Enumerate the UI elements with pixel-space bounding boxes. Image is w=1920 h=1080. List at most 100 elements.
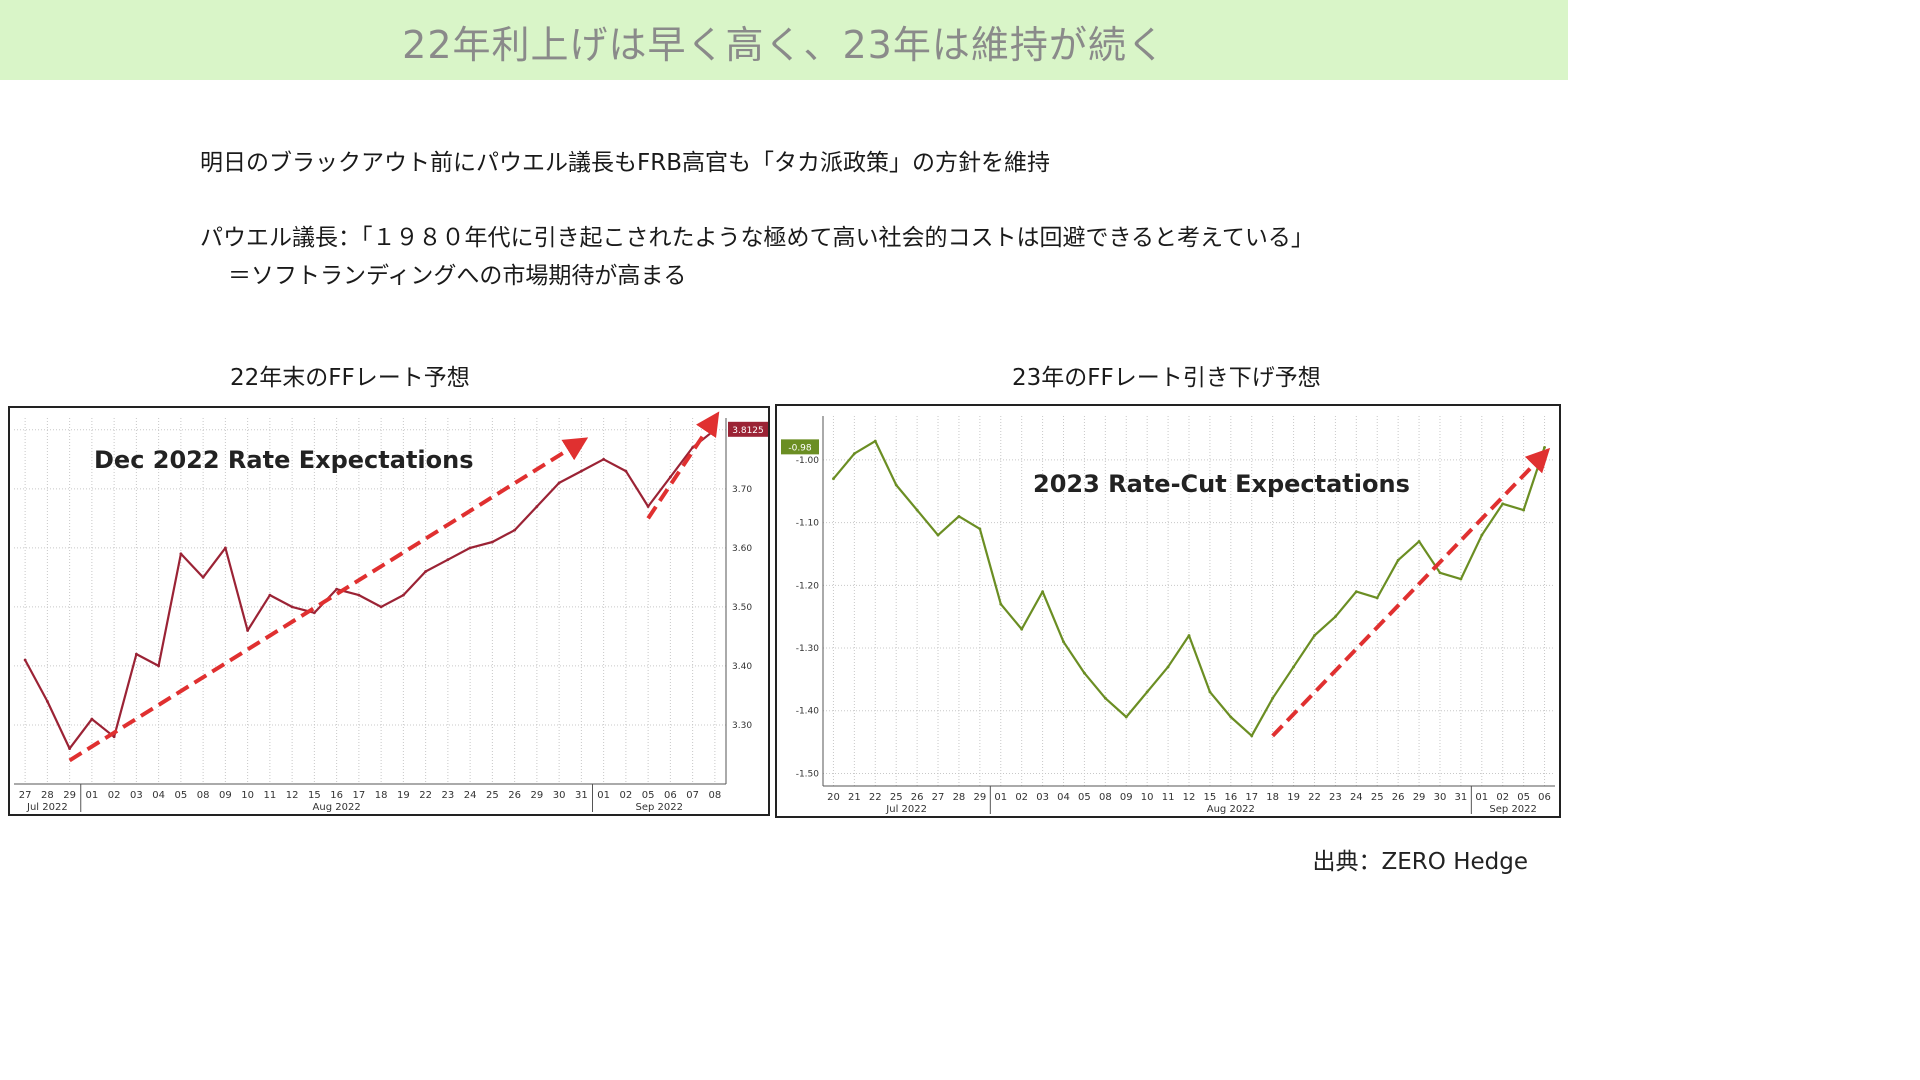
right-chart: -1.50 -1.40 -1.30 -1.20 -1.10 -1.00 -0.98 20 21 2… [775, 404, 1561, 818]
series-point [1229, 715, 1233, 719]
series-point [513, 528, 517, 532]
header-banner: 22年利上げは早く高く、23年は維持が続く [0, 0, 1568, 80]
series-point [535, 505, 539, 508]
x-tick-label: 05 [642, 790, 655, 801]
x-tick-label: 07 [686, 790, 699, 801]
source-credit: 出典：ZERO Hedge [1312, 849, 1528, 875]
series-point [1438, 571, 1442, 575]
series-point [379, 605, 383, 609]
series-point [936, 533, 940, 537]
series-point [1522, 508, 1526, 512]
month-label: Sep 2022 [636, 802, 683, 813]
series-point [1041, 590, 1044, 593]
x-tick-label: 24 [1350, 792, 1363, 803]
month-label: Aug 2022 [313, 802, 361, 813]
x-tick-label: 08 [1099, 792, 1112, 803]
y-tick-label: 3.50 [732, 603, 752, 613]
series-point [1250, 734, 1254, 738]
x-tick-label: 05 [1078, 792, 1091, 803]
series-point [1417, 540, 1421, 543]
x-tick-label: 04 [1057, 792, 1070, 803]
series-point [1062, 640, 1065, 644]
chart-title: 2023 Rate-Cut Expectations [1033, 470, 1410, 498]
series-point [1396, 558, 1400, 562]
x-tick-label: 17 [353, 790, 366, 801]
series-point [646, 505, 650, 508]
series-point [1145, 690, 1149, 694]
y-tick-label: -1.20 [796, 581, 820, 591]
series-point [1187, 634, 1191, 637]
x-tick-label: 26 [508, 790, 521, 801]
left-chart: 3.303.403.503.603.703.803.81252728290102… [8, 406, 770, 816]
x-tick-label: 11 [264, 790, 277, 801]
x-tick-label: 23 [442, 790, 455, 801]
x-tick-label: 05 [1517, 792, 1530, 803]
series-point [713, 428, 717, 432]
x-tick-label: 20 [827, 792, 840, 803]
series-point [1501, 502, 1505, 506]
series-point [894, 483, 898, 487]
series-point [832, 477, 835, 481]
series-line [24, 428, 716, 750]
y-tick-label: 3.40 [732, 662, 752, 672]
x-tick-label: 02 [108, 790, 121, 801]
series-point [1103, 696, 1107, 700]
x-tick-label: 19 [1287, 792, 1300, 803]
x-tick-label: 18 [375, 790, 388, 801]
last-value-label: -0.98 [788, 443, 812, 453]
series-point [1459, 577, 1463, 581]
series-point [45, 699, 49, 703]
series-point [1208, 690, 1212, 694]
series-point [134, 652, 138, 656]
last-value-box [728, 421, 768, 437]
month-label: Jul 2022 [885, 804, 927, 815]
series-point [157, 664, 161, 668]
y-tick-label: -1.40 [796, 707, 820, 717]
last-value-label: 3.8125 [732, 426, 764, 436]
x-tick-label: 30 [1434, 792, 1447, 803]
x-tick-label: 03 [130, 790, 143, 801]
y-tick-label: -1.30 [796, 644, 820, 654]
y-tick-label: -1.00 [796, 456, 820, 466]
x-tick-label: 25 [486, 790, 499, 801]
x-tick-label: 09 [219, 790, 232, 801]
x-tick-label: 09 [1120, 792, 1133, 803]
left-chart-svg: 3.303.403.503.603.703.803.81252728290102… [14, 411, 768, 813]
series-point [579, 469, 583, 473]
series-point [1292, 665, 1295, 669]
series-point [624, 469, 628, 473]
trend-arrow [68, 437, 589, 763]
series-point [852, 452, 856, 456]
y-tick-label: -1.50 [796, 769, 820, 779]
x-tick-label: 02 [1496, 792, 1509, 803]
x-tick-label: 21 [848, 792, 861, 803]
x-tick-label: 01 [86, 790, 99, 801]
chart-title: Dec 2022 Rate Expectations [94, 446, 474, 474]
x-tick-label: 22 [1308, 792, 1321, 803]
x-tick-label: 15 [308, 790, 321, 801]
y-tick-label: 3.70 [732, 485, 752, 495]
series-point [468, 546, 472, 550]
series-point [668, 475, 672, 479]
x-tick-label: 01 [994, 792, 1007, 803]
series-point [999, 602, 1003, 606]
x-tick-label: 31 [575, 790, 588, 801]
body-line-3: ＝ソフトランディングへの市場期待が高まる [228, 263, 687, 289]
x-tick-label: 30 [553, 790, 566, 801]
series-point [1354, 590, 1358, 593]
page-title: 22年利上げは早く高く、23年は維持が続く [402, 23, 1166, 67]
series-point [68, 747, 72, 750]
last-value-box [781, 439, 819, 455]
series-point [957, 514, 961, 518]
x-tick-label: 29 [973, 792, 986, 803]
x-tick-label: 25 [1371, 792, 1384, 803]
body-line-1: 明日のブラックアウト前にパウエル議長もFRB高官も「タカ派政策」の方針を維持 [200, 150, 1050, 176]
x-tick-label: 01 [1475, 792, 1488, 803]
x-tick-label: 17 [1245, 792, 1258, 803]
x-tick-label: 19 [397, 790, 410, 801]
x-tick-label: 29 [63, 790, 76, 801]
month-label: Sep 2022 [1489, 804, 1536, 815]
series-point [1020, 627, 1024, 631]
series-point [873, 439, 877, 443]
series-point [312, 611, 316, 615]
